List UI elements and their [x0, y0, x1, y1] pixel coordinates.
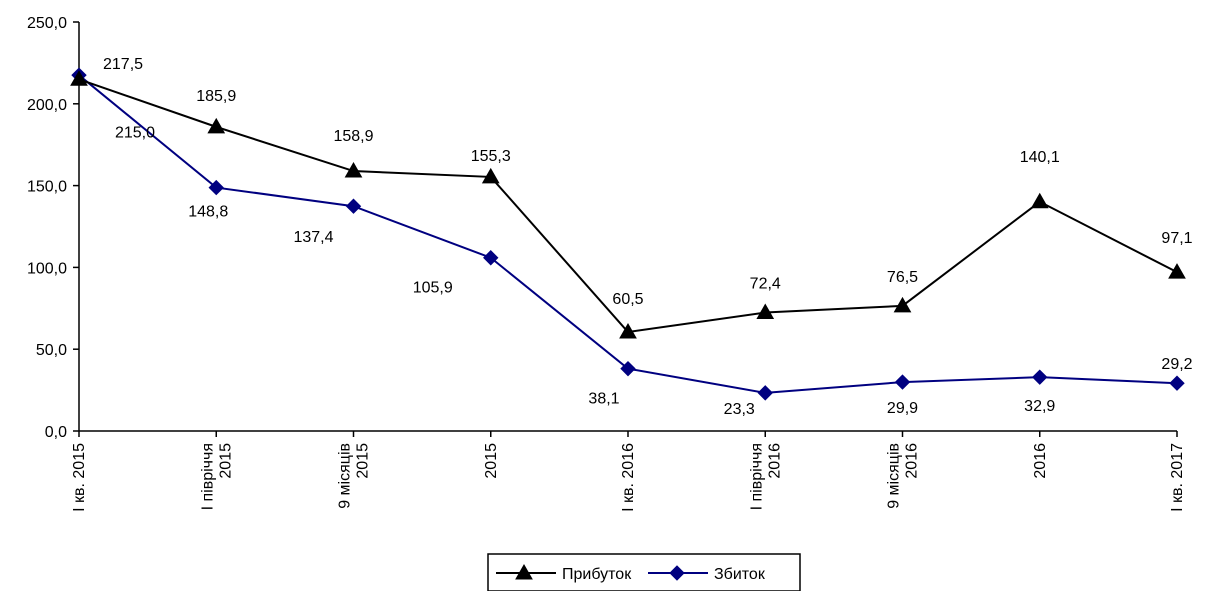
data-point — [1030, 192, 1049, 209]
data-label: 32,9 — [1024, 398, 1055, 415]
data-point — [757, 385, 773, 401]
y-tick-label: 250,0 — [27, 15, 67, 32]
data-label: 148,8 — [188, 204, 228, 221]
y-tick-label: 0,0 — [45, 424, 67, 441]
x-tick-label-line: 2016 — [904, 443, 921, 479]
legend-item-1: Збиток — [648, 565, 766, 583]
series-layer — [70, 67, 1186, 401]
legend-marker — [669, 565, 685, 581]
series-line — [78, 74, 1178, 394]
y-tick-label: 100,0 — [27, 260, 67, 277]
data-label: 76,5 — [887, 269, 918, 286]
data-label: 158,9 — [333, 128, 373, 145]
data-point — [619, 323, 637, 339]
x-tick-label: 2016 — [1032, 443, 1049, 479]
x-tick-label-line: 2016 — [766, 443, 783, 479]
x-tick-label: 2015 — [483, 443, 500, 479]
data-label: 23,3 — [724, 401, 755, 418]
series-0 — [70, 70, 1186, 339]
legend-item-0: Прибуток — [496, 563, 632, 583]
data-point — [344, 162, 363, 178]
data-label: 29,2 — [1161, 356, 1192, 373]
legend-marker — [515, 563, 533, 580]
data-label: 155,3 — [471, 148, 511, 165]
data-label: 185,9 — [196, 88, 236, 105]
x-tick-label-line: 9 місяців — [337, 443, 354, 509]
x-tick-label: 9 місяців 2016 — [886, 443, 921, 509]
data-point — [894, 374, 911, 390]
x-tick-label: I півріччя 2015 — [199, 443, 234, 511]
data-point — [481, 167, 500, 184]
data-point — [207, 117, 226, 134]
data-label: 140,1 — [1020, 149, 1060, 166]
x-tick-label: I кв. 2017 — [1169, 443, 1186, 512]
x-tick-label-line: I кв. 2016 — [620, 443, 637, 512]
data-point — [1032, 369, 1048, 385]
data-point — [70, 70, 88, 86]
data-label: 29,9 — [887, 400, 918, 417]
data-point — [756, 303, 775, 320]
x-tick-label-line: 2015 — [355, 443, 372, 479]
data-label: 97,1 — [1161, 230, 1192, 247]
data-point — [208, 179, 224, 196]
x-tick-label-line: I кв. 2015 — [71, 443, 88, 512]
data-label: 217,5 — [103, 56, 143, 73]
data-label: 72,4 — [750, 276, 781, 293]
x-tick-label: I кв. 2015 — [71, 443, 88, 512]
data-label: 105,9 — [413, 280, 453, 297]
x-tick-label-line: 2015 — [483, 443, 500, 479]
x-tick-label: I півріччя 2016 — [748, 443, 783, 511]
data-label: 137,4 — [293, 229, 333, 246]
data-label: 38,1 — [588, 391, 619, 408]
legend: Прибуток Збиток — [487, 553, 801, 591]
x-tick-label: I кв. 2016 — [620, 443, 637, 512]
x-tick-label-line: I півріччя — [199, 443, 216, 510]
data-label: 215,0 — [115, 124, 155, 141]
data-point — [483, 250, 499, 266]
legend-label: Прибуток — [562, 566, 632, 583]
y-tick-label: 200,0 — [27, 97, 67, 114]
x-tick-label-line: I півріччя — [748, 443, 765, 510]
x-tick-label-line: 2016 — [1032, 443, 1049, 479]
y-tick-label: 50,0 — [36, 342, 67, 359]
y-tick-label: 150,0 — [27, 179, 67, 196]
x-tick-label-line: 2015 — [217, 443, 234, 479]
legend-label: Збиток — [714, 566, 766, 583]
data-point — [620, 360, 636, 377]
x-tick-label: 9 місяців 2015 — [337, 443, 372, 509]
x-tick-label-line: I кв. 2017 — [1169, 443, 1186, 512]
data-label: 60,5 — [612, 291, 643, 308]
data-point — [345, 198, 362, 214]
data-labels: 215,0 185,9 158,9 155,3 60,5 72,4 76,5 140,1 97,… — [103, 56, 1193, 418]
data-point — [893, 296, 912, 313]
x-tick-label-line: 9 місяців — [886, 443, 903, 509]
data-point — [1169, 375, 1185, 391]
series-1 — [71, 67, 1185, 401]
data-point — [1168, 263, 1186, 279]
chart-axes: 0,0 50,0 100,0 150,0 200,0 250,0 I кв. 2015 I п… — [27, 15, 1186, 512]
